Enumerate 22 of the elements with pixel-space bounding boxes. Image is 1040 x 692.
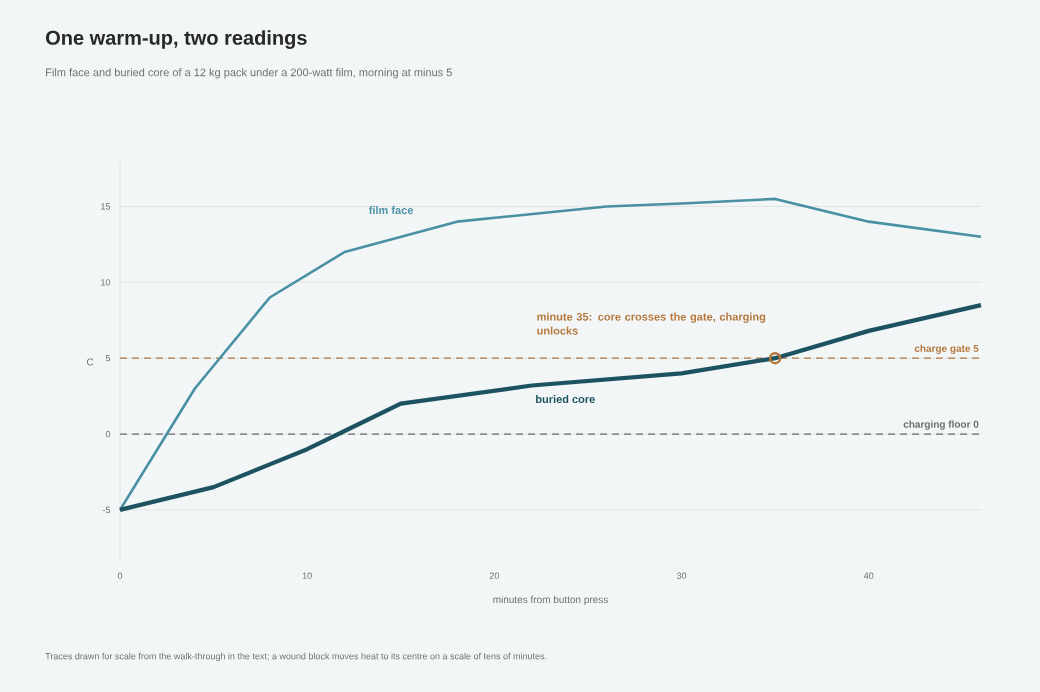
chart-subtitle: Film face and buried core of a 12 kg pack under a 200-watt film, morning at minus 5 xyxy=(46,68,452,79)
annotation: minute 35: core crosses the gate, charging unlocks xyxy=(537,312,766,335)
y-tick-label: 10 xyxy=(101,279,111,286)
x-tick-label: 10 xyxy=(302,572,312,579)
y-tick-label: -5 xyxy=(102,506,111,514)
x-tick-label: 0 xyxy=(117,572,123,579)
series-label: buried core xyxy=(536,395,595,404)
text: Traces drawn for scale from the walk-through in the text; a wound block moves heat to its centre on a scale of tens of minutes. xyxy=(45,652,547,662)
series-label: film face xyxy=(368,206,413,215)
x-axis-title: minutes from button press xyxy=(493,595,608,606)
y-tick-label: 15 xyxy=(101,203,111,210)
ref-line-label: charging floor 0 xyxy=(903,420,979,430)
line-series xyxy=(118,197,983,512)
y-axis-title: C xyxy=(86,358,94,366)
x-tick-label: 30 xyxy=(676,572,687,579)
chart-title: One warm-up, two readings xyxy=(46,30,307,49)
x-tick-label: 40 xyxy=(863,572,874,579)
line-series xyxy=(117,303,984,512)
x-tick-label: 20 xyxy=(489,572,500,579)
y-tick-label: 0 xyxy=(105,430,111,438)
y-tick-label: 5 xyxy=(105,355,111,362)
ref-line-label: charge gate 5 xyxy=(914,344,979,354)
